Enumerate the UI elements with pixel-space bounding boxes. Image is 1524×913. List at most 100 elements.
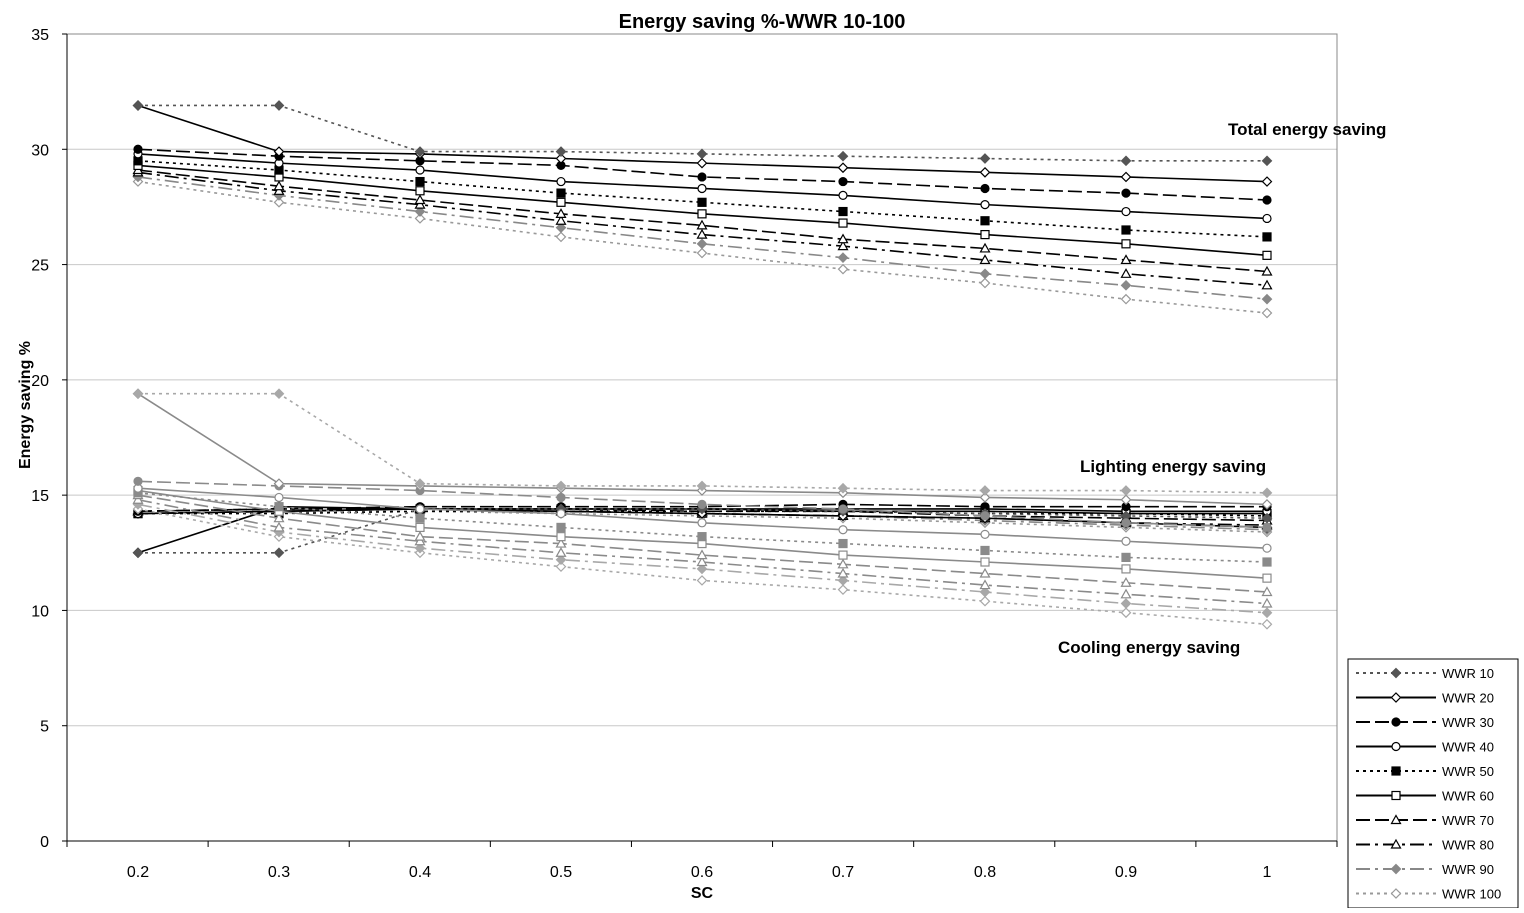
data-point xyxy=(837,263,849,275)
data-point xyxy=(273,185,285,195)
data-point xyxy=(697,197,707,207)
data-point xyxy=(1261,512,1273,524)
data-point xyxy=(414,146,426,157)
data-point xyxy=(838,206,848,217)
data-point xyxy=(555,146,567,157)
data-point xyxy=(980,557,990,567)
data-point xyxy=(415,522,425,533)
data-point xyxy=(1261,293,1273,305)
data-point xyxy=(1261,586,1273,597)
data-point xyxy=(273,180,285,191)
data-point xyxy=(838,550,848,560)
data-point xyxy=(696,238,708,250)
data-point xyxy=(837,162,849,174)
data-point xyxy=(1120,155,1132,167)
data-point xyxy=(979,242,991,253)
legend-label: WWR 90 xyxy=(1442,862,1494,877)
data-point xyxy=(837,558,849,569)
x-tick-label: 0.5 xyxy=(550,864,572,881)
data-point xyxy=(555,231,567,243)
x-tick-label: 0.2 xyxy=(127,864,149,881)
data-point xyxy=(415,504,425,514)
data-point xyxy=(979,485,991,496)
legend-item: WWR 50 xyxy=(1356,764,1494,779)
legend-marker xyxy=(1390,838,1402,849)
legend-box xyxy=(1347,658,1519,909)
data-point xyxy=(697,209,707,219)
data-point xyxy=(273,512,285,523)
data-point xyxy=(555,222,567,234)
legend-label: WWR 30 xyxy=(1442,715,1494,730)
legend-marker xyxy=(1390,863,1402,875)
annotation-total: Total energy saving xyxy=(1228,120,1386,139)
data-point xyxy=(696,556,708,567)
data-point xyxy=(1121,564,1131,574)
x-tick-label: 0.3 xyxy=(268,864,290,881)
data-point xyxy=(697,183,707,194)
data-point xyxy=(1120,293,1132,305)
legend-item: WWR 30 xyxy=(1356,715,1494,730)
data-point xyxy=(1262,213,1272,224)
series-line-total-wwr-10 xyxy=(138,104,1267,162)
data-point xyxy=(132,100,144,111)
data-point xyxy=(414,530,426,541)
data-point xyxy=(838,525,848,535)
data-point xyxy=(837,584,849,596)
legend-label: WWR 80 xyxy=(1442,838,1494,853)
data-point xyxy=(1121,518,1131,528)
data-point xyxy=(838,504,848,514)
data-point xyxy=(555,537,567,548)
data-point xyxy=(980,200,990,210)
data-point xyxy=(1261,618,1273,630)
x-tick-label: 0.7 xyxy=(832,864,854,881)
x-axis-label: SC xyxy=(691,885,714,902)
data-point xyxy=(555,215,567,225)
data-point xyxy=(555,208,567,218)
data-point xyxy=(837,482,849,494)
data-point xyxy=(555,561,567,572)
data-point xyxy=(838,190,848,200)
series-line-cooling-wwr-70 xyxy=(137,494,1268,593)
data-point xyxy=(1261,265,1273,276)
legend-marker xyxy=(1391,766,1401,776)
data-point xyxy=(133,144,143,154)
data-point xyxy=(979,277,991,289)
data-point xyxy=(1120,171,1132,183)
data-point xyxy=(1261,597,1273,608)
legend-item: WWR 40 xyxy=(1356,740,1494,755)
legend-marker xyxy=(1390,692,1402,703)
legend-marker xyxy=(1391,790,1401,801)
legend-label: WWR 40 xyxy=(1442,740,1494,755)
legend-item: WWR 100 xyxy=(1356,887,1501,902)
data-point xyxy=(555,547,567,557)
data-point xyxy=(696,228,708,239)
data-point xyxy=(1120,607,1132,619)
data-point xyxy=(1120,588,1132,599)
data-point xyxy=(1261,499,1273,510)
x-tick-label: 0.6 xyxy=(691,864,713,881)
data-point xyxy=(273,196,285,208)
data-point xyxy=(556,176,566,187)
data-point xyxy=(979,492,991,503)
legend-label: WWR 10 xyxy=(1442,666,1494,681)
data-point xyxy=(556,197,566,207)
x-tick-label: 0.9 xyxy=(1115,864,1137,881)
data-point xyxy=(273,547,285,559)
data-point xyxy=(414,535,426,546)
data-point xyxy=(980,216,990,226)
data-point xyxy=(979,166,991,178)
data-point xyxy=(556,508,566,519)
data-point xyxy=(696,549,708,560)
data-point xyxy=(837,233,849,244)
data-point xyxy=(979,595,991,607)
data-point xyxy=(980,183,990,194)
data-point xyxy=(697,532,707,542)
data-point xyxy=(555,480,567,492)
chart-title: Energy saving %-WWR 10-100 xyxy=(619,11,906,33)
data-point xyxy=(1262,557,1272,567)
y-tick-label: 35 xyxy=(31,27,49,44)
data-point xyxy=(132,547,144,559)
annotation-lighting: Lighting energy saving xyxy=(1080,457,1266,476)
y-axis-label: Energy saving % xyxy=(17,341,34,469)
